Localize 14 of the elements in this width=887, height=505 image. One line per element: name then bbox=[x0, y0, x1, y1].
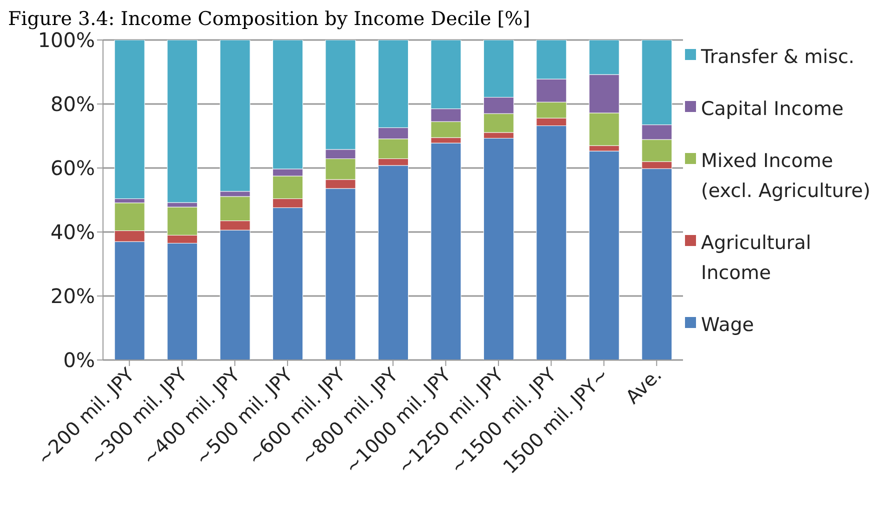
y-tick-label: 60% bbox=[50, 156, 95, 180]
legend-label: Agricultural Income bbox=[701, 231, 812, 286]
legend-label: Wage bbox=[701, 313, 754, 338]
y-tick-label: 20% bbox=[50, 284, 95, 308]
bar bbox=[114, 40, 145, 199]
y-tick-label: 80% bbox=[50, 92, 95, 116]
y-tick-label: 40% bbox=[50, 220, 95, 244]
x-tick-label: Ave. bbox=[622, 364, 666, 408]
chart-title: Figure 3.4: Income Composition by Income Decile [%] bbox=[8, 8, 532, 30]
legend-label: Transfer & misc. bbox=[701, 45, 854, 70]
y-tick-label: 100% bbox=[38, 28, 95, 52]
y-tick-label: 0% bbox=[63, 348, 95, 372]
legend-label: Capital Income bbox=[701, 97, 844, 122]
legend-label: Mixed Income (excl. Agriculture) bbox=[701, 149, 872, 204]
